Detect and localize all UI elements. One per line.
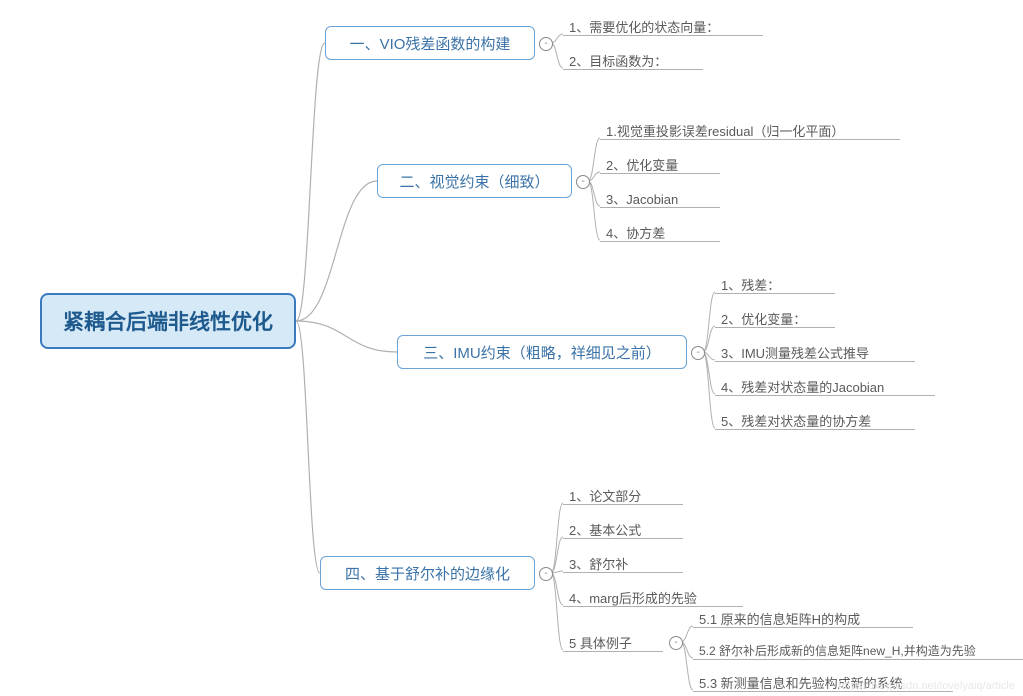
leaf-underline (693, 659, 1023, 660)
leaf-underline (600, 241, 720, 242)
leaf-node-4-4[interactable]: 4、marg后形成的先验 (565, 588, 745, 606)
collapse-toggle[interactable]: - (576, 175, 590, 189)
leaf-node-1-2[interactable]: 2、目标函数为： (565, 51, 705, 69)
leaf-node-3-3[interactable]: 3、IMU测量残差公式推导 (717, 343, 917, 361)
leaf-underline (563, 606, 743, 607)
leaf-underline (715, 293, 835, 294)
leaf-underline (563, 651, 663, 652)
leaf-underline (563, 572, 683, 573)
leaf-node-2-3[interactable]: 3、Jacobian (602, 189, 722, 207)
branch-node-4[interactable]: 四、基于舒尔补的边缘化 (320, 556, 535, 590)
leaf-underline (715, 429, 915, 430)
leaf-node-3-5[interactable]: 5、残差对状态量的协方差 (717, 411, 917, 429)
leaf-underline (715, 327, 835, 328)
leaf-node-2-1[interactable]: 1.视觉重投影误差residual（归一化平面） (602, 121, 902, 139)
leaf-underline (563, 504, 683, 505)
leaf-underline (563, 35, 763, 36)
branch-node-2[interactable]: 二、视觉约束（细致） (377, 164, 572, 198)
branch-node-3[interactable]: 三、IMU约束（粗略，祥细见之前） (397, 335, 687, 369)
leaf-node-1-1[interactable]: 1、需要优化的状态向量： (565, 17, 765, 35)
collapse-toggle[interactable]: - (669, 636, 683, 650)
collapse-toggle[interactable]: - (691, 346, 705, 360)
subleaf-node-4-5-2[interactable]: 5.2 舒尔补后形成新的信息矩阵new_H,并构造为先验 (695, 641, 1023, 659)
leaf-underline (600, 207, 720, 208)
leaf-underline (715, 361, 915, 362)
leaf-underline (693, 627, 913, 628)
subleaf-node-4-5-1[interactable]: 5.1 原来的信息矩阵H的构成 (695, 609, 915, 627)
leaf-node-3-4[interactable]: 4、残差对状态量的Jacobian (717, 377, 937, 395)
collapse-toggle[interactable]: - (539, 567, 553, 581)
leaf-node-4-2[interactable]: 2、基本公式 (565, 520, 685, 538)
leaf-underline (600, 139, 900, 140)
leaf-node-4-3[interactable]: 3、舒尔补 (565, 554, 685, 572)
leaf-underline (715, 395, 935, 396)
collapse-toggle[interactable]: - (539, 37, 553, 51)
leaf-node-3-1[interactable]: 1、残差： (717, 275, 837, 293)
leaf-node-2-2[interactable]: 2、优化变量 (602, 155, 722, 173)
leaf-underline (600, 173, 720, 174)
leaf-underline (563, 538, 683, 539)
branch-node-1[interactable]: 一、VIO残差函数的构建 (325, 26, 535, 60)
leaf-node-4-1[interactable]: 1、论文部分 (565, 486, 685, 504)
leaf-underline (563, 69, 703, 70)
leaf-node-4-5[interactable]: 5 具体例子 (565, 633, 665, 651)
watermark: https://blog.csdn.net/lovelyaiq/article (838, 680, 1015, 692)
leaf-node-3-2[interactable]: 2、优化变量： (717, 309, 837, 327)
root-node[interactable]: 紧耦合后端非线性优化 (40, 293, 296, 349)
leaf-node-2-4[interactable]: 4、协方差 (602, 223, 722, 241)
